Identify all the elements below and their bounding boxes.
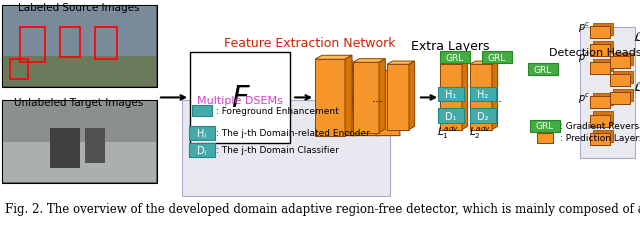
Text: : The j-th Domain-related Encoder: : The j-th Domain-related Encoder: [216, 128, 370, 137]
Polygon shape: [353, 59, 385, 63]
Bar: [593, 60, 613, 72]
Bar: [530, 120, 560, 132]
Bar: [189, 143, 215, 157]
Polygon shape: [376, 71, 400, 136]
Bar: [95, 28, 117, 60]
Polygon shape: [440, 62, 468, 65]
Polygon shape: [315, 56, 352, 60]
Text: H₁: H₁: [445, 90, 456, 100]
Text: GRL: GRL: [536, 122, 554, 130]
Text: : Foreground Enhancement: : Foreground Enhancement: [216, 106, 339, 115]
Text: Unlabeled Target Images: Unlabeled Target Images: [14, 98, 143, 108]
Bar: [593, 130, 613, 142]
Text: $\mathcal{L}_{cls}$: $\mathcal{L}_{cls}$: [633, 30, 640, 45]
Text: ...: ...: [491, 92, 503, 104]
Bar: [3, 142, 156, 182]
Polygon shape: [462, 62, 468, 130]
Bar: [613, 54, 633, 66]
Text: GRL: GRL: [534, 65, 552, 74]
Bar: [438, 109, 464, 123]
Text: H₂: H₂: [477, 90, 488, 100]
Polygon shape: [387, 62, 415, 65]
Text: : Prediction Layers: : Prediction Layers: [560, 133, 640, 142]
Polygon shape: [409, 62, 415, 130]
Text: $p^c$: $p^c$: [578, 51, 590, 65]
Polygon shape: [351, 66, 379, 136]
Text: ...: ...: [372, 92, 384, 104]
Bar: [610, 57, 630, 69]
Text: Labeled Source Images: Labeled Source Images: [19, 3, 140, 13]
Text: GRL: GRL: [488, 54, 506, 63]
Text: $L_2^{adv}$: $L_2^{adv}$: [469, 124, 491, 140]
Text: F: F: [231, 83, 249, 112]
Bar: [3, 7, 156, 57]
Bar: [2, 6, 157, 88]
Text: GRL: GRL: [446, 54, 464, 63]
Text: Extra Layers: Extra Layers: [411, 40, 489, 52]
Bar: [440, 65, 462, 130]
Bar: [182, 101, 390, 196]
Text: : Gradient Reversal Layer: : Gradient Reversal Layer: [560, 122, 640, 130]
Bar: [2, 101, 157, 183]
Bar: [580, 28, 635, 158]
Text: $p^c$: $p^c$: [578, 91, 590, 105]
Bar: [590, 45, 610, 57]
Text: Detection Heads: Detection Heads: [548, 48, 640, 58]
Bar: [50, 128, 80, 168]
Text: Fig. 2. The overview of the developed domain adaptive region-free detector, whic: Fig. 2. The overview of the developed do…: [5, 202, 640, 215]
Bar: [353, 63, 379, 133]
Bar: [593, 112, 613, 124]
Bar: [537, 133, 553, 143]
Bar: [85, 128, 105, 163]
Text: $\mathcal{L}_{loc}$: $\mathcal{L}_{loc}$: [633, 81, 640, 96]
Polygon shape: [324, 61, 356, 136]
Text: Feature Extraction Network: Feature Extraction Network: [224, 36, 396, 50]
Bar: [590, 63, 610, 75]
Bar: [613, 72, 633, 84]
Bar: [20, 28, 45, 63]
Bar: [440, 52, 470, 64]
Polygon shape: [345, 56, 352, 136]
Bar: [190, 53, 290, 143]
Bar: [60, 28, 80, 58]
Text: $p^c$: $p^c$: [578, 21, 590, 35]
Bar: [192, 106, 212, 116]
Bar: [482, 52, 512, 64]
Bar: [590, 133, 610, 145]
Bar: [10, 60, 28, 80]
Bar: [590, 27, 610, 39]
Bar: [613, 90, 633, 102]
Bar: [3, 102, 156, 182]
Bar: [189, 126, 215, 140]
Bar: [470, 65, 492, 130]
Bar: [438, 88, 464, 102]
Bar: [470, 88, 496, 102]
Bar: [315, 60, 345, 136]
Bar: [590, 115, 610, 127]
Bar: [593, 94, 613, 106]
Bar: [470, 109, 496, 123]
Bar: [387, 65, 409, 130]
Text: D₂: D₂: [477, 111, 489, 121]
Text: $L_1^{adv}$: $L_1^{adv}$: [437, 124, 459, 140]
Bar: [3, 57, 156, 87]
Text: Dⱼ: Dⱼ: [197, 145, 207, 155]
Bar: [528, 64, 558, 76]
Bar: [593, 42, 613, 54]
Bar: [3, 7, 156, 87]
Polygon shape: [470, 62, 498, 65]
Bar: [593, 24, 613, 36]
Polygon shape: [379, 59, 385, 133]
Bar: [590, 97, 610, 109]
Text: Multiple DSEMs: Multiple DSEMs: [197, 96, 283, 106]
Text: D₁: D₁: [445, 111, 457, 121]
Bar: [610, 75, 630, 87]
Text: Hⱼ: Hⱼ: [197, 128, 207, 138]
Polygon shape: [492, 62, 498, 130]
Text: : The j-th Domain Classifier: : The j-th Domain Classifier: [216, 146, 339, 155]
Bar: [610, 93, 630, 105]
